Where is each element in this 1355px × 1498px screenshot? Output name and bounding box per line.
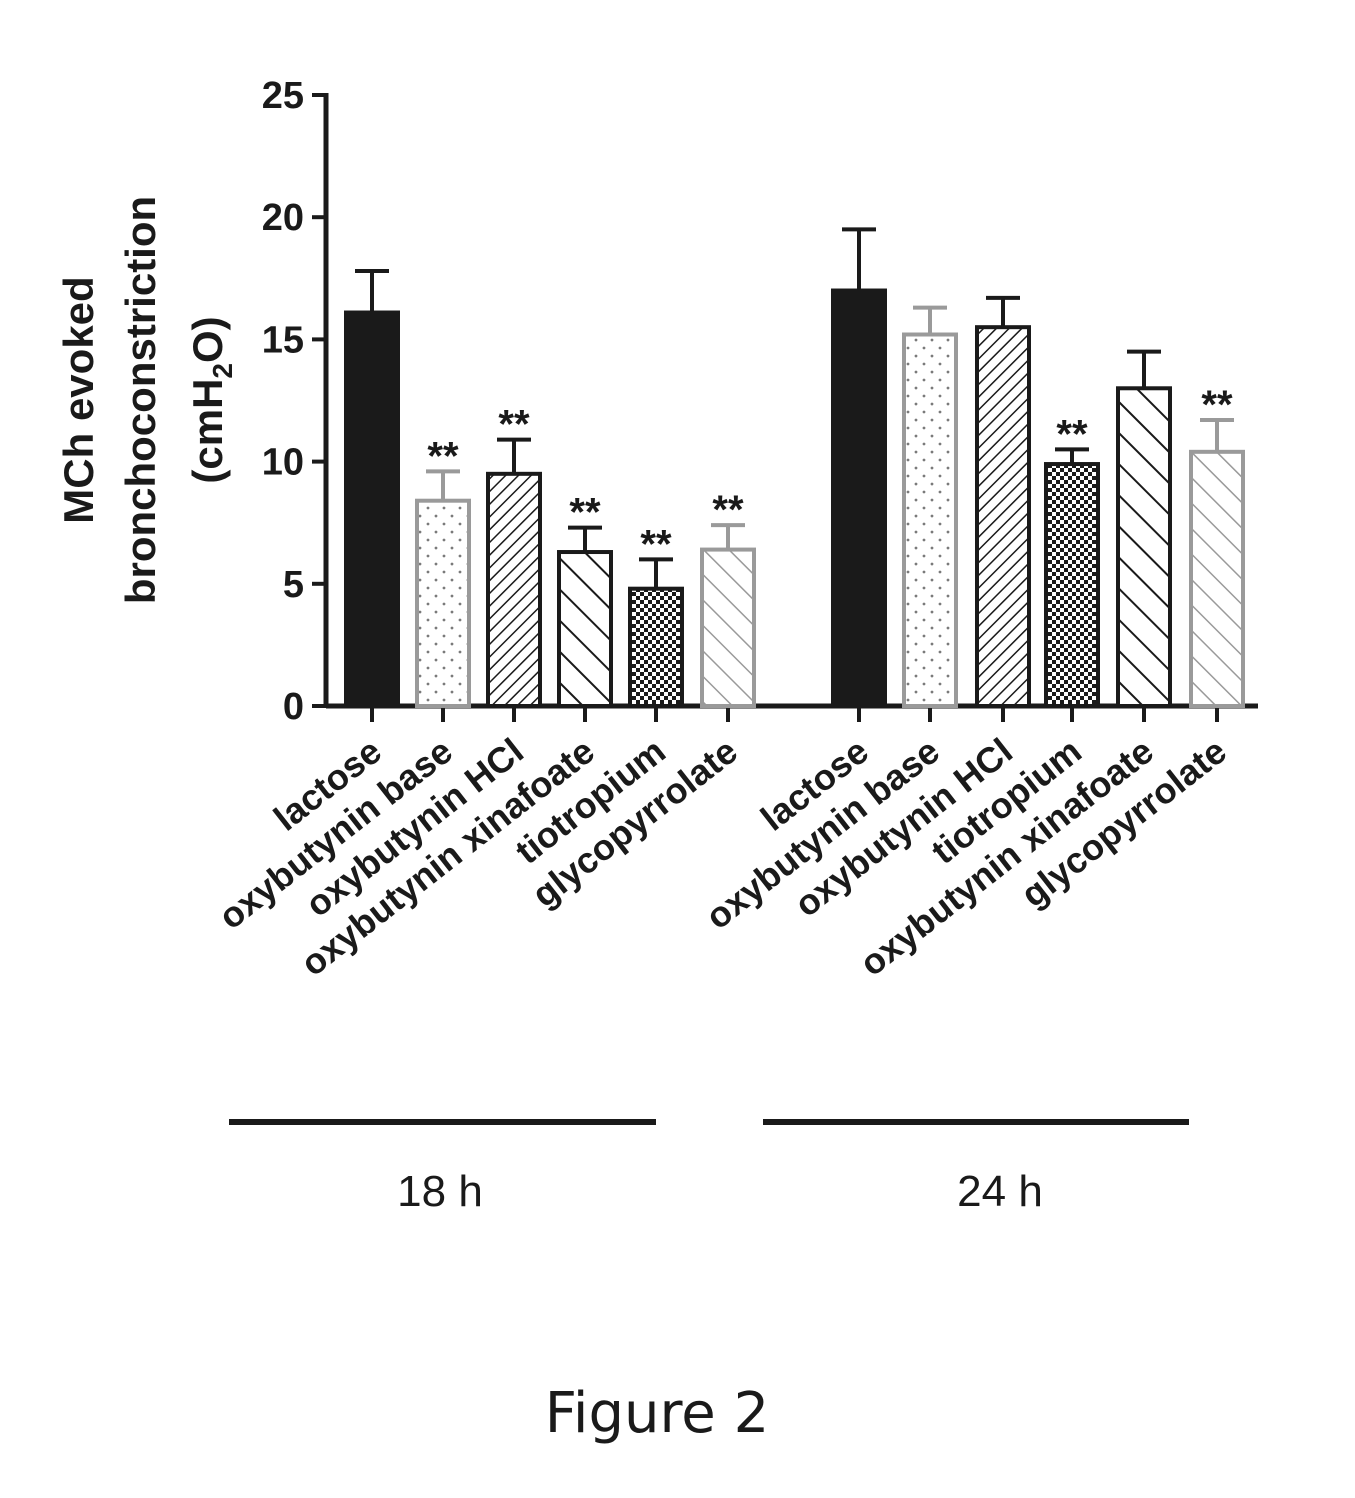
significance-marker: ** [427, 434, 459, 478]
y-axis-title-line2: bronchoconstriction [117, 196, 164, 604]
y-tick-label: 0 [283, 686, 304, 728]
y-axis-title: MCh evoked bronchoconstriction (cmH2O) [55, 196, 238, 604]
bar [1191, 452, 1243, 706]
group-label: 24 h [957, 1167, 1043, 1216]
y-tick-label: 15 [262, 319, 304, 361]
bar [417, 501, 469, 706]
y-axis-title-unit-post: O) [184, 316, 231, 363]
category-labels: lactoseoxybutynin baseoxybutynin HCloxyb… [211, 730, 1234, 984]
y-tick-label: 5 [283, 564, 304, 606]
bar [346, 313, 398, 706]
y-axis-title-line1: MCh evoked [55, 276, 102, 523]
significance-marker: ** [1056, 412, 1088, 456]
y-axis-title-line3: (cmH2O) [184, 316, 238, 483]
bar [1118, 388, 1170, 706]
bar [488, 474, 540, 706]
bars: ** ** ** ** ** ** ** [346, 229, 1243, 706]
group-label: 18 h [397, 1167, 483, 1216]
figure-caption: Figure 2 [545, 1381, 769, 1446]
axes: 0 5 10 15 20 25 [262, 75, 1258, 728]
y-axis-title-unit-sub: 2 [207, 363, 238, 379]
bar [904, 335, 956, 706]
bar [630, 589, 682, 706]
y-axis-title-unit-pre: (cmH [184, 379, 231, 484]
significance-marker: ** [640, 522, 672, 566]
significance-marker: ** [498, 403, 530, 447]
bar [1046, 464, 1098, 706]
bar [977, 327, 1029, 706]
significance-marker: ** [712, 488, 744, 532]
y-tick-label: 25 [262, 75, 304, 117]
bar [833, 291, 885, 706]
bar [559, 552, 611, 706]
y-tick-label: 10 [262, 442, 304, 484]
significance-marker: ** [1201, 383, 1233, 427]
y-tick-label: 20 [262, 197, 304, 239]
group-annotations: 18 h 24 h [229, 1122, 1189, 1216]
significance-marker: ** [569, 491, 601, 535]
bar [702, 550, 754, 706]
